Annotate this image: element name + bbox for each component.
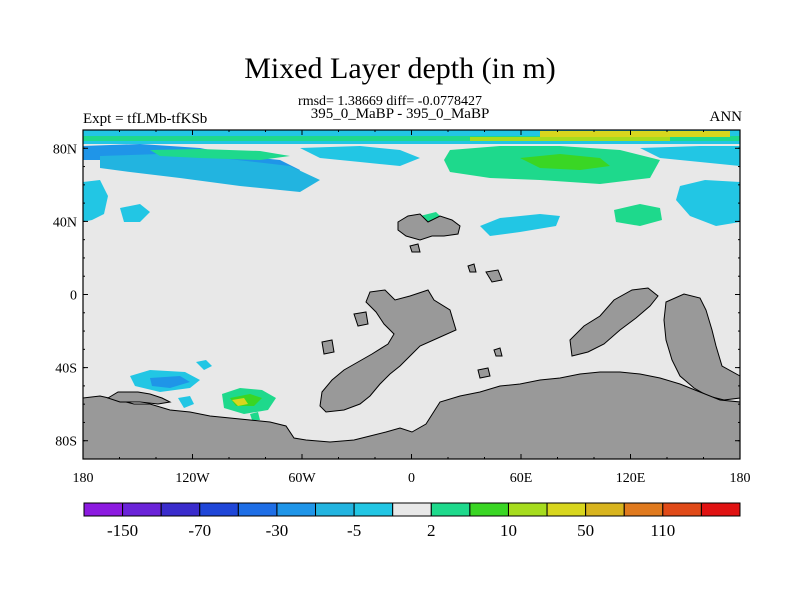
land-small-north-1 xyxy=(409,243,421,253)
experiment-label: Expt = tfLMb-tfKSb xyxy=(83,111,208,127)
colorbar-box xyxy=(353,502,394,517)
lat-tick-label: 40S xyxy=(55,362,77,377)
colorbar-box xyxy=(160,502,201,517)
colorbar-box xyxy=(546,502,587,517)
lat-tick-label: 80S xyxy=(55,435,77,450)
lat-tick-label: 80N xyxy=(53,142,77,157)
nw-pacific-cyan xyxy=(83,180,108,222)
lon-tick-label: 60E xyxy=(510,471,533,486)
colorbar-box xyxy=(199,502,239,517)
arctic-band-lime xyxy=(470,137,670,141)
south-yellow-1 xyxy=(232,398,248,406)
lat-tick-label: 40N xyxy=(53,215,77,230)
mid-cyan-patch xyxy=(480,214,560,236)
south-green-small xyxy=(250,412,260,420)
lat-tick-label: 0 xyxy=(70,289,77,304)
colorbar-box xyxy=(83,502,124,517)
colorbar-box xyxy=(662,502,702,517)
colorbar-label: 110 xyxy=(650,521,675,540)
map-panel xyxy=(82,129,741,460)
land-antarctic-bay xyxy=(106,391,172,405)
plot-title: Mixed Layer depth (in m) xyxy=(244,52,556,85)
land-small-north-3 xyxy=(485,269,503,283)
land-small-south-2 xyxy=(493,347,503,357)
colorbar-box xyxy=(315,502,355,517)
lon-tick-label: 0 xyxy=(408,471,415,486)
north-patch-greenwest xyxy=(150,149,290,160)
land-small-south xyxy=(477,367,491,379)
land-africa-south xyxy=(569,287,659,357)
north-patch-cyan xyxy=(100,154,320,192)
colorbar-box xyxy=(430,502,471,517)
mid-green-patch xyxy=(614,204,662,226)
pacific-small-cyan xyxy=(120,204,150,222)
arctic-band-yellow xyxy=(540,131,730,137)
lon-tick-label: 60W xyxy=(288,471,316,486)
land-north-atlantic-island xyxy=(397,213,461,241)
colorbar: -150 -70 -30 -5 2 10 50 110 xyxy=(83,502,741,540)
north-patch-lime-east xyxy=(520,154,610,170)
land-south-america xyxy=(319,289,457,413)
lon-tick-label: 120W xyxy=(175,471,210,486)
colorbar-box xyxy=(392,502,432,517)
colorbar-box xyxy=(237,502,278,517)
colorbar-label: -30 xyxy=(266,521,289,540)
lon-tick-label: 180 xyxy=(73,471,94,486)
colorbar-box xyxy=(585,502,625,517)
season-label: ANN xyxy=(709,109,743,125)
colorbar-label: 10 xyxy=(500,521,517,540)
lon-tick-label: 120E xyxy=(616,471,646,486)
colorbar-box xyxy=(122,502,162,517)
colorbar-label: -5 xyxy=(347,521,361,540)
colorbar-box xyxy=(507,502,548,517)
colorbar-label: 50 xyxy=(577,521,594,540)
land-antarctica xyxy=(82,371,741,460)
colorbar-box xyxy=(700,502,741,517)
arctic-band-green xyxy=(83,136,740,141)
land-small-west-1 xyxy=(353,311,369,327)
colorbar-label: -150 xyxy=(107,521,138,540)
north-patch-cyan-far xyxy=(640,146,740,166)
land-small-west-2 xyxy=(321,339,335,355)
colorbar-box xyxy=(276,502,317,517)
colorbar-box xyxy=(623,502,664,517)
map-axes: 180 120W 60W 0 60E 120E 180 80N 40N 0 40S 80S xyxy=(53,129,751,486)
colorbar-label: 2 xyxy=(427,521,436,540)
colorbar-box xyxy=(469,502,509,517)
colorbar-label: -70 xyxy=(188,521,211,540)
south-cyan-small xyxy=(178,396,194,408)
south-cyan-2 xyxy=(196,360,212,370)
south-blue-1 xyxy=(150,376,190,388)
lon-tick-label: 180 xyxy=(730,471,751,486)
case-label: 395_0_MaBP - 395_0_MaBP xyxy=(310,106,490,122)
land-small-north-2 xyxy=(467,263,477,273)
north-patch-cyan-mid xyxy=(300,146,420,166)
plot-subtitle: rmsd= 1.38669 diff= -0.0778427 xyxy=(298,94,482,109)
ne-atlantic-cyan xyxy=(676,180,740,226)
